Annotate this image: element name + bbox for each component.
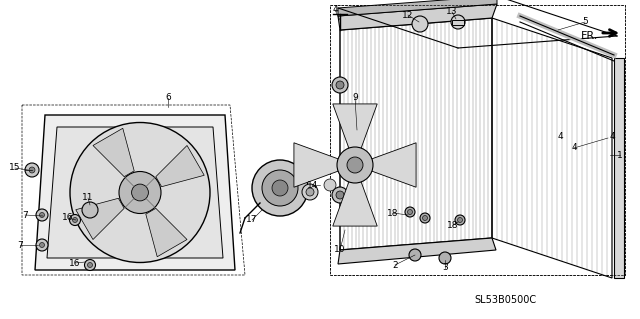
Polygon shape xyxy=(338,4,497,30)
Circle shape xyxy=(302,184,318,200)
Polygon shape xyxy=(333,180,377,226)
Circle shape xyxy=(337,147,373,183)
Circle shape xyxy=(412,16,428,32)
Circle shape xyxy=(119,172,161,213)
Circle shape xyxy=(70,122,210,263)
Circle shape xyxy=(347,157,363,173)
Circle shape xyxy=(332,77,348,93)
Text: 18: 18 xyxy=(447,220,459,229)
Circle shape xyxy=(272,180,288,196)
Text: 7: 7 xyxy=(17,241,23,249)
Text: 6: 6 xyxy=(165,93,171,102)
Circle shape xyxy=(252,160,308,216)
Circle shape xyxy=(306,188,314,196)
Polygon shape xyxy=(47,127,223,258)
Text: 3: 3 xyxy=(442,263,448,272)
Polygon shape xyxy=(333,104,377,150)
Circle shape xyxy=(405,207,415,217)
Text: 12: 12 xyxy=(403,11,413,19)
Circle shape xyxy=(72,218,77,222)
Polygon shape xyxy=(614,58,624,278)
Circle shape xyxy=(336,81,344,89)
Circle shape xyxy=(82,202,98,218)
Circle shape xyxy=(132,184,148,201)
Circle shape xyxy=(458,218,463,222)
Polygon shape xyxy=(156,145,204,187)
Text: 10: 10 xyxy=(334,246,346,255)
Text: 15: 15 xyxy=(9,164,20,173)
Polygon shape xyxy=(338,0,497,16)
Circle shape xyxy=(409,249,421,261)
Text: 18: 18 xyxy=(387,209,399,218)
Text: 16: 16 xyxy=(69,258,81,268)
Text: 4: 4 xyxy=(571,144,577,152)
Circle shape xyxy=(420,213,430,223)
Circle shape xyxy=(84,259,95,271)
Text: 4: 4 xyxy=(332,5,338,14)
Text: 4: 4 xyxy=(609,132,615,141)
Text: FR.: FR. xyxy=(581,31,598,41)
Circle shape xyxy=(422,216,428,220)
Circle shape xyxy=(324,179,336,191)
Circle shape xyxy=(40,242,45,248)
Circle shape xyxy=(336,191,344,199)
Circle shape xyxy=(29,167,35,173)
Polygon shape xyxy=(146,208,187,257)
Text: 11: 11 xyxy=(83,194,93,203)
Circle shape xyxy=(451,15,465,29)
Text: 14: 14 xyxy=(307,181,319,189)
Circle shape xyxy=(70,214,81,226)
Text: 7: 7 xyxy=(22,211,28,219)
Text: 17: 17 xyxy=(246,216,258,225)
Circle shape xyxy=(25,163,39,177)
Polygon shape xyxy=(371,143,416,187)
Circle shape xyxy=(88,263,93,268)
Polygon shape xyxy=(338,238,496,264)
Text: 16: 16 xyxy=(62,213,74,222)
Text: 13: 13 xyxy=(446,8,458,17)
Circle shape xyxy=(332,187,348,203)
Polygon shape xyxy=(76,198,124,240)
Circle shape xyxy=(36,239,48,251)
Polygon shape xyxy=(294,143,340,187)
Circle shape xyxy=(36,209,48,221)
Circle shape xyxy=(408,210,413,214)
Circle shape xyxy=(40,212,45,218)
Circle shape xyxy=(262,170,298,206)
Text: 1: 1 xyxy=(617,151,623,160)
Circle shape xyxy=(439,252,451,264)
Polygon shape xyxy=(35,115,235,270)
Text: 4: 4 xyxy=(557,132,563,141)
Polygon shape xyxy=(93,128,134,177)
Polygon shape xyxy=(452,20,464,25)
Text: 9: 9 xyxy=(352,93,358,102)
Text: SL53B0500C: SL53B0500C xyxy=(474,295,536,305)
Text: 2: 2 xyxy=(392,261,398,270)
Circle shape xyxy=(455,215,465,225)
Text: 5: 5 xyxy=(582,18,588,26)
